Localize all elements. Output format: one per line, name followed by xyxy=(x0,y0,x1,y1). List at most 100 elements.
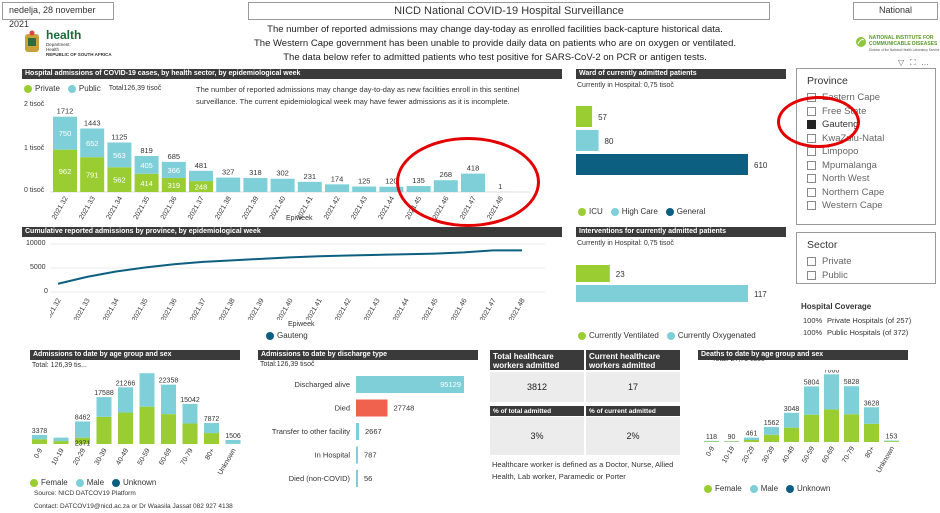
bar-total-label: 318 xyxy=(249,168,262,177)
age-x-tick-label: Unknown xyxy=(217,447,238,476)
sector-slicer[interactable]: Sector Private Public xyxy=(796,232,936,284)
age-total-label: 3378 xyxy=(32,428,48,435)
discharge-bar-label: 2667 xyxy=(365,427,382,436)
bar-female xyxy=(204,433,219,444)
deaths-legend-female[interactable]: Female xyxy=(704,484,742,493)
bar-male xyxy=(764,427,779,435)
cum-x-tick-label: 2021.40 xyxy=(276,297,295,320)
bar-public xyxy=(352,186,377,192)
banner-line-1: The number of reported admissions may ch… xyxy=(267,24,723,35)
province-item-north-west[interactable]: North West xyxy=(797,172,935,186)
legend-female[interactable]: Female xyxy=(30,478,68,487)
age-x-tick-label: 20-29 xyxy=(741,445,756,464)
cumulative-legend[interactable]: Gauteng xyxy=(266,331,308,340)
bar-label-private: 319 xyxy=(168,181,181,190)
bar-female xyxy=(118,412,133,444)
legend-ventilated[interactable]: Currently Ventilated xyxy=(578,331,659,340)
discharge-bar xyxy=(356,399,388,417)
health-logo-word: health xyxy=(46,28,82,42)
province-item-limpopo[interactable]: Limpopo xyxy=(797,145,935,159)
legend-private[interactable]: Private xyxy=(24,84,60,93)
ward-header: Ward of currently admitted patients xyxy=(576,69,786,79)
bar-male xyxy=(804,386,819,415)
bar-total-label: 1712 xyxy=(57,107,74,116)
bar-female xyxy=(864,423,879,442)
bar-total-label: 1125 xyxy=(111,133,127,142)
bar-male xyxy=(744,437,759,440)
province-item-mpumalanga[interactable]: Mpumalanga xyxy=(797,159,935,173)
filter-icon[interactable]: ▽ xyxy=(898,58,905,67)
checkbox-icon[interactable] xyxy=(807,147,816,157)
province-item-label: Western Cape xyxy=(822,200,883,212)
ward-legend-general[interactable]: General xyxy=(665,207,705,216)
sector-item-private[interactable]: Private xyxy=(797,255,935,269)
nicd-leaf-icon xyxy=(856,37,866,47)
more-options-icon[interactable]: … xyxy=(921,58,929,67)
scope-button[interactable]: National xyxy=(853,2,938,20)
hw-current-value: 17 xyxy=(586,372,680,402)
interventions-header: Interventions for currently admitted pat… xyxy=(576,227,786,237)
discharge-chart: Discharged alive 95129 Died 27748 Transfer t… xyxy=(272,376,464,487)
bar-male xyxy=(96,397,112,417)
admissions-header: Hospital admissions of COVID-19 cases, b… xyxy=(22,69,562,79)
checkbox-icon[interactable] xyxy=(807,174,816,184)
hw-pct-current: 2% xyxy=(586,417,680,455)
checkbox-icon[interactable] xyxy=(807,270,816,280)
focus-mode-icon[interactable]: ⛶ xyxy=(910,58,916,67)
age-total-label: 8462 xyxy=(75,414,91,421)
cum-x-tick-label: 2021.46 xyxy=(450,297,469,320)
checkbox-icon[interactable] xyxy=(807,160,816,170)
ward-legend-highcare[interactable]: High Care xyxy=(610,207,658,216)
sector-item-public[interactable]: Public xyxy=(797,269,935,283)
province-item-label: North West xyxy=(822,173,870,185)
admissions-note: The number of reported admissions may ch… xyxy=(196,85,520,106)
age-total-label: 17588 xyxy=(94,390,114,397)
age-female-label: 2371 xyxy=(75,441,91,448)
sector-title: Sector xyxy=(807,239,838,251)
legend-oxygenated[interactable]: Currently Oxygenated xyxy=(666,331,756,340)
weekly-admissions-chart: 962 750 1712 2021.32 791 652 1443 2021.33 562 563… xyxy=(50,107,530,221)
deaths-legend-male[interactable]: Male xyxy=(749,484,778,493)
checkbox-icon[interactable] xyxy=(807,201,816,211)
intervention-bar-label: 117 xyxy=(754,290,767,299)
discharge-bar-label: 56 xyxy=(364,474,372,483)
cum-x-tick-label: 2021.42 xyxy=(334,297,353,320)
cum-x-tick-label: 2021.36 xyxy=(160,297,179,320)
discharge-bar-label: 27748 xyxy=(394,404,415,413)
nicd-logo-line1: NATIONAL INSTITUTE FOR xyxy=(869,35,934,41)
bar-female xyxy=(161,414,176,444)
age-x-tick-label: 60-69 xyxy=(821,445,836,464)
x-tick-label: 2021.44 xyxy=(377,195,396,221)
checkbox-icon[interactable] xyxy=(807,187,816,197)
legend-public[interactable]: Public xyxy=(67,84,101,93)
legend-male[interactable]: Male xyxy=(75,478,104,487)
discharge-bar xyxy=(356,446,358,464)
bar-label-private: 962 xyxy=(59,167,72,176)
discharge-header: Admissions to date by discharge type xyxy=(258,350,478,360)
age-x-tick-label: 80+ xyxy=(864,446,876,460)
bar-male xyxy=(32,434,47,440)
age-x-tick-label: 40-49 xyxy=(115,447,130,466)
ward-legend-icu[interactable]: ICU xyxy=(578,207,603,216)
cum-ytick-10000: 10000 xyxy=(26,240,46,247)
hw-note: Healthcare worker is defined as a Doctor… xyxy=(492,460,674,481)
province-item-northern-cape[interactable]: Northern Cape xyxy=(797,186,935,200)
bar-female xyxy=(744,439,759,442)
age-x-tick-label: 10-19 xyxy=(51,447,66,466)
deaths-legend-unknown[interactable]: Unknown xyxy=(786,484,830,493)
cum-x-tick-label: 2021.33 xyxy=(73,297,92,320)
discharge-bar-label: 95129 xyxy=(440,380,461,389)
province-item-label: Limpopo xyxy=(822,146,859,158)
bar-label-private: 248 xyxy=(195,183,208,192)
legend-unknown[interactable]: Unknown xyxy=(112,478,156,487)
province-item-western-cape[interactable]: Western Cape xyxy=(797,199,935,213)
x-tick-label: 2021.38 xyxy=(214,195,233,221)
age-x-tick-label: 50-59 xyxy=(801,445,816,464)
bar-label-public: 652 xyxy=(86,139,99,148)
bar-private xyxy=(80,157,105,192)
bar-public xyxy=(325,184,349,192)
checkbox-icon[interactable] xyxy=(807,257,816,267)
cum-x-tick-label: 2021.48 xyxy=(508,297,527,320)
bar-total-label: 481 xyxy=(195,161,208,170)
bar-female xyxy=(53,441,69,444)
